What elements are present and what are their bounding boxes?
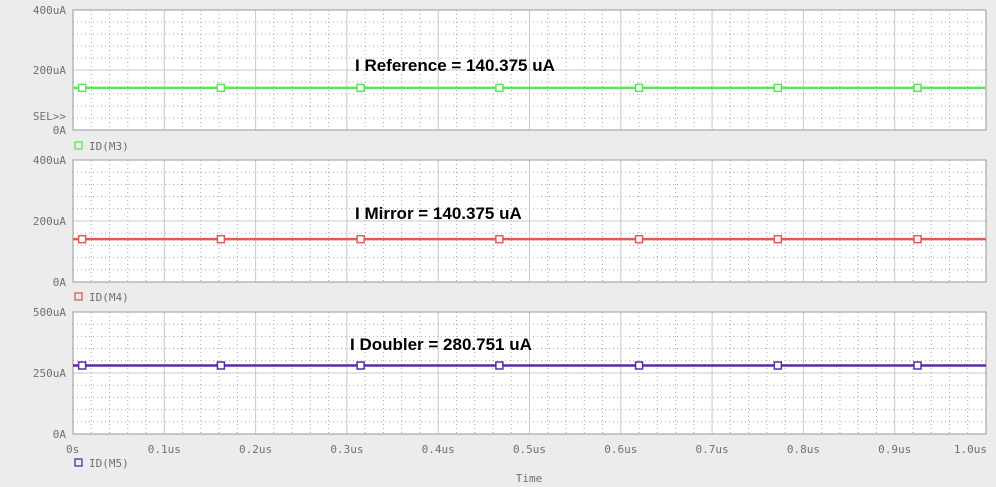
series-marker xyxy=(77,83,87,93)
y-tick-label: 0A xyxy=(53,276,67,289)
y-tick-label: 200uA xyxy=(33,64,66,77)
trace-name-label: ID(M4) xyxy=(89,291,129,304)
x-tick-label: 0.8us xyxy=(787,443,820,456)
x-tick-label: 0.6us xyxy=(604,443,637,456)
current-annotation: I Reference = 140.375 uA xyxy=(355,56,555,75)
series-marker xyxy=(216,83,226,93)
x-axis-title: Time xyxy=(516,472,543,485)
series-marker xyxy=(773,83,783,93)
series-marker xyxy=(216,234,226,244)
y-tick-label: 500uA xyxy=(33,306,66,319)
y-tick-label: 0A xyxy=(53,124,67,137)
trace-name-label: ID(M5) xyxy=(89,457,129,470)
trace-legend-symbol xyxy=(74,458,83,467)
y-tick-label: 250uA xyxy=(33,367,66,380)
series-marker xyxy=(495,83,504,93)
current-annotation: I Doubler = 280.751 uA xyxy=(350,335,532,354)
x-tick-label: 0.7us xyxy=(696,443,729,456)
current-annotation: I Mirror = 140.375 uA xyxy=(355,204,522,223)
series-marker xyxy=(495,234,504,244)
series-marker xyxy=(356,83,365,93)
y-tick-label: 0A xyxy=(53,428,67,441)
trace-name-label: ID(M3) xyxy=(89,140,129,153)
trace-legend-symbol xyxy=(74,292,83,301)
x-tick-label: 0.9us xyxy=(878,443,911,456)
series-marker xyxy=(634,83,644,93)
series-marker xyxy=(913,234,922,244)
series-marker xyxy=(216,361,226,370)
plot-frame xyxy=(72,311,987,435)
plot-frame xyxy=(72,9,987,131)
x-tick-label: 0.1us xyxy=(148,443,181,456)
selected-plot-marker: SEL>> xyxy=(33,110,66,123)
y-tick-label: 400uA xyxy=(33,154,66,167)
x-tick-label: 0s xyxy=(66,443,79,456)
x-tick-label: 0.4us xyxy=(422,443,455,456)
x-tick-label: 0.2us xyxy=(239,443,272,456)
series-marker xyxy=(634,361,644,370)
series-marker xyxy=(356,234,365,244)
trace-legend-symbol xyxy=(74,141,83,150)
y-tick-label: 400uA xyxy=(33,4,66,17)
series-marker xyxy=(913,361,922,370)
series-marker xyxy=(634,234,644,244)
x-tick-label: 0.3us xyxy=(330,443,363,456)
series-marker xyxy=(913,83,922,93)
series-marker xyxy=(773,361,783,370)
plot-frame xyxy=(72,159,987,283)
y-tick-label: 200uA xyxy=(33,215,66,228)
series-marker xyxy=(77,361,87,370)
x-tick-label: 0.5us xyxy=(513,443,546,456)
series-marker xyxy=(773,234,783,244)
series-marker xyxy=(495,361,504,370)
series-marker xyxy=(356,361,365,370)
x-tick-label: 1.0us xyxy=(954,443,987,456)
series-marker xyxy=(77,234,87,244)
